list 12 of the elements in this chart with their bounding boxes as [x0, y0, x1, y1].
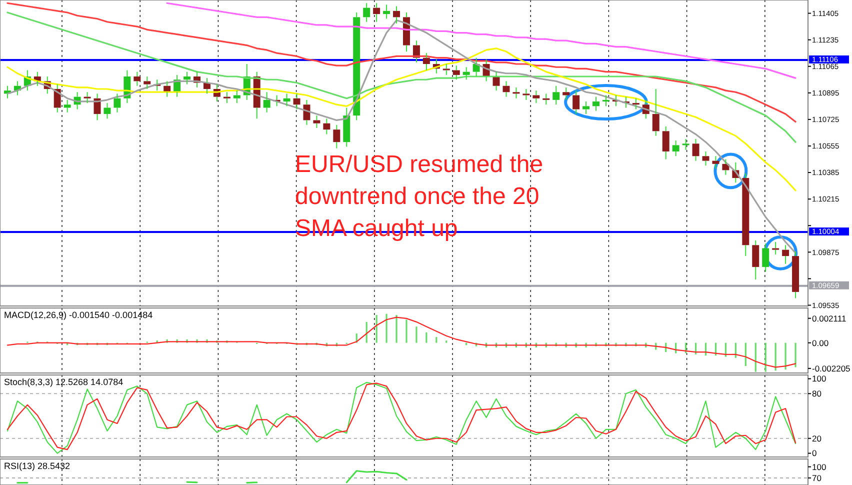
- chart-title: MACD(12,26,9) -0.001540 -0.001484: [4, 310, 153, 320]
- y-tick-label: 100: [812, 374, 826, 384]
- chart-title: Stoch(8,3,3) 12.5268 14.0784: [4, 377, 124, 387]
- y-tick-label: 70: [812, 472, 822, 483]
- y-tick-label: 0.002111: [812, 313, 846, 324]
- chart-title: RSI(13) 28.5432: [4, 461, 70, 471]
- y-tick-label: 0.00: [812, 338, 829, 348]
- y-tick-label: 100: [812, 462, 826, 472]
- y-tick-label: -0.002205: [812, 363, 851, 374]
- y-tick-label: 80: [812, 388, 822, 399]
- y-tick-label: 0: [812, 448, 817, 458]
- y-tick-label: 20: [812, 433, 822, 444]
